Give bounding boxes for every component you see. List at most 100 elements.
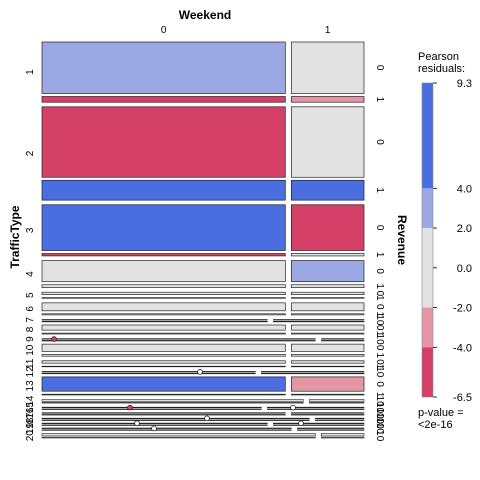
tile-t20-w1-r1 (321, 436, 365, 439)
legend-band-2 (422, 228, 433, 308)
tile-t3-w1-r1 (290, 253, 365, 257)
tile-t14-w0-r0 (41, 399, 304, 402)
tile-t6-w0-r0 (41, 302, 286, 312)
tile-t4-w0-r1 (41, 284, 286, 288)
traffic-type-label-6: 6 (25, 306, 36, 312)
tile-t17-w1-r0 (315, 417, 365, 420)
tile-t8-w0-r0 (41, 324, 286, 331)
legend-tick-label-4: -2.0 (453, 303, 472, 315)
legend-band-4 (422, 347, 433, 397)
traffic-type-label-3: 3 (25, 227, 36, 233)
tile-t16-w0-r0 (41, 412, 286, 414)
empty-cell-marker-t18-1 (298, 420, 304, 427)
tile-t13-w1-r1 (290, 393, 365, 396)
tile-t9-w1-r0 (321, 338, 365, 340)
revenue-label-t18: 10 (374, 418, 385, 430)
x-axis-title: Weekend (179, 8, 231, 22)
revenue-axis-title: Revenue (395, 215, 409, 265)
revenue-label-t13-1: 1 (374, 392, 385, 398)
tile-t11-w0-r0 (41, 360, 286, 364)
revenue-label-t20: 10 (374, 430, 385, 442)
revenue-label-t1-1: 1 (374, 97, 385, 103)
tile-t15-w0-r0 (41, 406, 262, 409)
tile-t9-w1-r1 (321, 340, 365, 342)
tile-t4-w0-r0 (41, 260, 286, 283)
tile-t11-w0-r1 (41, 365, 286, 368)
tile-t18-w0-r0 (41, 422, 268, 424)
traffic-type-label-17: 17 (25, 412, 36, 424)
tile-t6-w1-r1 (290, 313, 365, 316)
revenue-label-t11-1: 1 (374, 364, 385, 370)
tile-t9-w0-r1 (41, 340, 316, 342)
tile-t2-w1-r0 (290, 106, 365, 178)
revenue-label-t5-0: 0 (374, 291, 385, 297)
empty-cell-marker-t9-0 (51, 336, 57, 342)
revenue-label-t16: 10 (374, 408, 385, 420)
revenue-label-t8-0: 0 (374, 325, 385, 331)
legend-tick-label-1: 4.0 (457, 183, 472, 195)
tile-t7-w0-r0 (41, 319, 268, 321)
tile-t9-w0-r0 (41, 338, 316, 340)
legend-band-1 (422, 188, 433, 229)
residual-legend: Pearson residuals: 9.3 4.0 2.0 0.0 -2.0 -4.0 -… (418, 51, 472, 431)
p-value-line1: p-value = (418, 407, 464, 419)
revenue-label-t4-0: 0 (374, 268, 385, 274)
traffic-type-label-1: 1 (25, 69, 36, 75)
empty-cell-marker-t15-1 (290, 404, 296, 411)
empty-cell-marker-t19-0 (151, 425, 157, 432)
tile-t8-w1-r1 (290, 332, 365, 335)
tile-t10-w0-r0 (41, 343, 286, 352)
tile-t16-w1-r0 (291, 412, 365, 414)
traffic-type-label-5: 5 (25, 292, 36, 298)
legend-band-3 (422, 307, 433, 348)
legend-bar-outline (421, 82, 434, 398)
tile-t20-w1-r0 (321, 433, 365, 437)
revenue-label-t10-0: 0 (374, 345, 385, 351)
revenue-label-t12: 10 (374, 366, 385, 378)
revenue-label-t6-1: 1 (374, 312, 385, 318)
weekend-level-0: 0 (161, 25, 167, 36)
tile-t4-w1-r1 (290, 284, 365, 288)
tile-t17-w0-r0 (41, 417, 310, 420)
tile-t5-w1-r1 (290, 297, 365, 299)
legend-title-line1: Pearson (418, 51, 459, 63)
tile-t12-w0-r1 (41, 372, 256, 375)
tile-t13-w1-r0 (290, 376, 365, 392)
tile-t12-w1-r0 (261, 371, 365, 373)
revenue-label-t7: 10 (374, 314, 385, 326)
revenue-label-t3-1: 1 (374, 252, 385, 258)
tile-t12-w1-r1 (261, 372, 365, 375)
revenue-label-t3-0: 0 (374, 225, 385, 231)
tile-t14-w1-r0 (309, 399, 365, 402)
revenue-label-t9: 10 (374, 334, 385, 346)
traffic-type-label-4: 4 (25, 271, 36, 277)
tile-t10-w0-r1 (41, 354, 286, 357)
tile-t2-w0-r1 (41, 179, 286, 201)
revenue-label-t6-0: 0 (374, 304, 385, 310)
tile-t5-w0-r0 (41, 291, 286, 295)
tile-t5-w1-r0 (290, 291, 365, 295)
tile-t3-w0-r1 (41, 253, 286, 257)
revenue-label-t10-1: 1 (374, 353, 385, 359)
p-value-line2: <2e-16 (418, 419, 453, 431)
legend-tick-label-3: 0.0 (457, 263, 472, 275)
revenue-label-t5-1: 1 (374, 295, 385, 301)
tile-t2-w0-r0 (41, 106, 286, 178)
revenue-label-t8-1: 1 (374, 331, 385, 337)
traffic-type-label-16: 16 (25, 407, 36, 419)
empty-cell-marker-t18-0 (134, 420, 140, 427)
tile-t8-w0-r1 (41, 332, 286, 335)
traffic-type-label-18: 18 (25, 417, 36, 429)
tile-t18-w0-r1 (41, 424, 268, 426)
tile-t1-w1-r1 (290, 96, 365, 103)
tile-t15-w1-r1 (267, 408, 365, 410)
revenue-label-t19: 10 (374, 423, 385, 435)
tile-t2-w1-r1 (290, 179, 365, 201)
tile-t16-w0-r1 (41, 414, 286, 416)
legend-tick-label-0: 9.3 (457, 78, 472, 90)
legend-tick-label-5: -4.0 (453, 342, 472, 354)
y-axis-title: TrafficType (8, 205, 22, 268)
tile-t15-w0-r1 (41, 408, 262, 410)
